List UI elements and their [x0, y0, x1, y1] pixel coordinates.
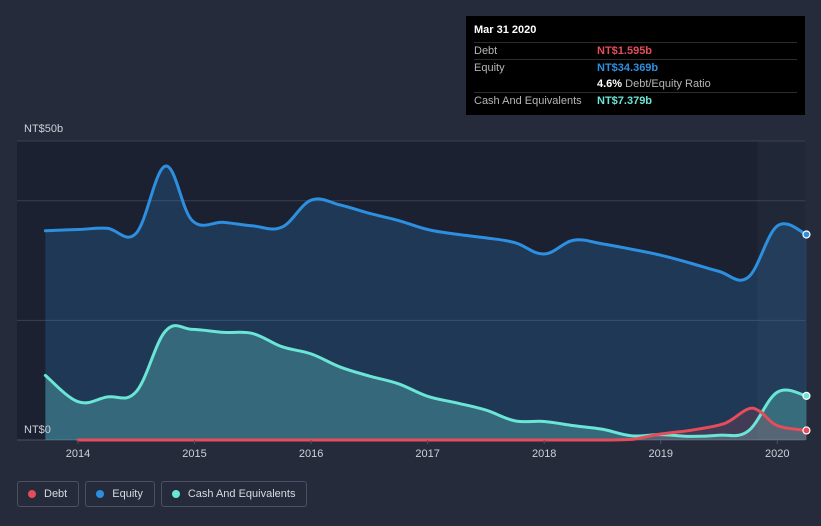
- equity-area: [45, 166, 807, 440]
- legend-item-debt[interactable]: Debt: [17, 481, 80, 507]
- tooltip-row-ratio: 4.6% Debt/Equity Ratio: [474, 76, 797, 92]
- debt-dot-icon: [28, 490, 36, 498]
- equity-end-marker: [802, 230, 811, 239]
- tooltip-equity-label: Equity: [474, 62, 505, 74]
- legend-item-equity[interactable]: Equity: [85, 481, 155, 507]
- debt-end-marker: [802, 426, 811, 435]
- equity-line: [43, 164, 808, 282]
- x-tick-label: 2016: [299, 448, 323, 460]
- x-tick-label: 2019: [649, 448, 673, 460]
- tooltip-cash-label: Cash And Equivalents: [474, 95, 582, 107]
- cash-end-marker: [802, 391, 811, 400]
- legend-equity-label: Equity: [112, 488, 143, 500]
- legend-item-cash[interactable]: Cash And Equivalents: [160, 481, 308, 507]
- x-tick-label: 2017: [415, 448, 439, 460]
- chart-legend: Debt Equity Cash And Equivalents: [17, 481, 308, 507]
- debt-line: [76, 406, 808, 442]
- tooltip-cash-value: NT$7.379b: [597, 95, 653, 107]
- cash-line: [43, 324, 808, 438]
- y-axis-top-label: NT$50b: [24, 123, 63, 135]
- data-tooltip: Mar 31 2020 Debt NT$1.595b Equity NT$34.…: [466, 16, 805, 115]
- x-tick-label: 2014: [66, 448, 90, 460]
- cash-dot-icon: [171, 490, 180, 498]
- x-tick-label: 2020: [765, 448, 789, 460]
- tooltip-date: Mar 31 2020: [474, 24, 537, 36]
- cash-area: [45, 325, 807, 440]
- tooltip-equity-value: NT$34.369b: [597, 62, 659, 74]
- tooltip-ratio-value: 4.6%: [597, 78, 623, 90]
- x-axis-ticks: 2014 2015 2016 2017 2018 2019 2020: [66, 440, 790, 460]
- legend-debt-label: Debt: [44, 488, 68, 500]
- y-axis-bottom-label: NT$0: [24, 424, 51, 436]
- tooltip-row-equity: Equity NT$34.369b: [474, 59, 797, 76]
- equity-dot-icon: [96, 490, 105, 498]
- series-lines: [43, 164, 808, 442]
- tooltip-ratio-label: Debt/Equity Ratio: [625, 78, 711, 90]
- end-markers: [802, 230, 811, 435]
- tooltip-row-debt: Debt NT$1.595b: [474, 42, 797, 59]
- tooltip-debt-label: Debt: [474, 45, 498, 57]
- tooltip-row-cash: Cash And Equivalents NT$7.379b: [474, 92, 797, 109]
- tooltip-debt-value: NT$1.595b: [597, 45, 653, 57]
- legend-cash-label: Cash And Equivalents: [187, 488, 296, 500]
- x-tick-label: 2015: [182, 448, 206, 460]
- x-tick-label: 2018: [532, 448, 556, 460]
